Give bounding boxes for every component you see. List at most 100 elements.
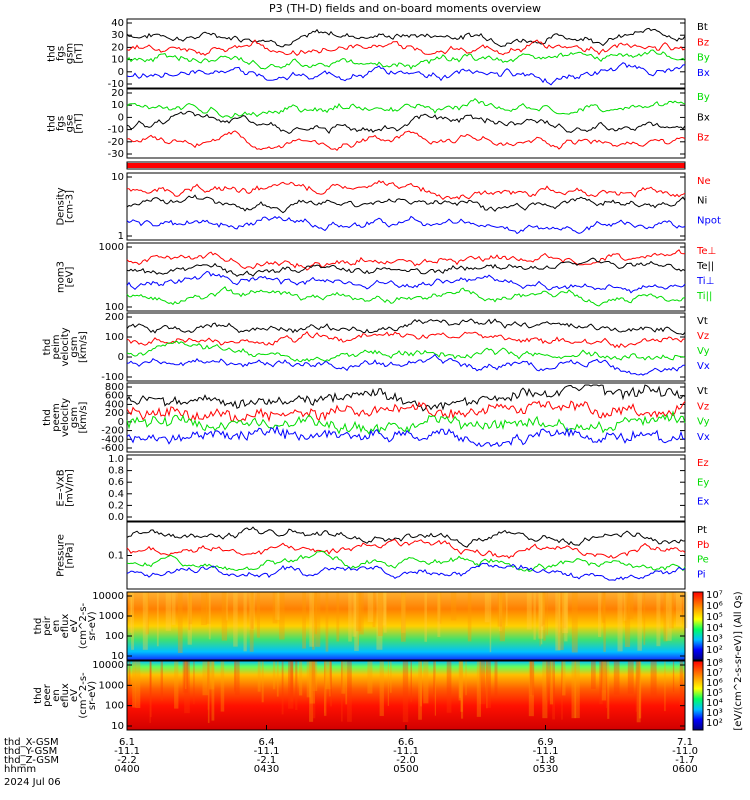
series-line-By (126, 97, 686, 119)
spectrogram-streak (533, 592, 536, 640)
spectrogram-streak (628, 592, 634, 620)
spectrogram-streak (562, 661, 566, 696)
spectrogram-streak (281, 661, 284, 715)
ephem-value: -11.1 (393, 746, 419, 757)
y-axis-label: Density (56, 187, 67, 225)
legend-Vy: Vy (697, 417, 710, 428)
ephem-value: -1.8 (536, 755, 556, 766)
spectrogram-streak (201, 592, 207, 626)
series-line-Pi (126, 562, 686, 581)
spectrogram-streak (461, 661, 464, 719)
spectrogram-streak (574, 661, 580, 719)
legend-Vx: Vx (697, 361, 710, 372)
spectrogram-streak (450, 592, 457, 621)
spectrogram-streak (679, 661, 684, 706)
legend-Bt: Bt (697, 22, 708, 33)
spectrogram-streak (145, 592, 149, 635)
spectrogram-streak (329, 661, 332, 707)
spectrogram-streak (131, 592, 134, 650)
y-tick-label: 100 (105, 631, 124, 642)
spectrogram-streak (383, 592, 387, 633)
ephem-value: -2.1 (257, 755, 277, 766)
spectrogram-streak (564, 592, 568, 642)
spectrogram-streak (599, 661, 603, 705)
spectrogram-streak (605, 661, 608, 709)
series-line-Vt (126, 318, 686, 336)
spectrogram-streak (225, 592, 228, 621)
panel-frame (126, 454, 686, 522)
ephem-value: 6.9 (538, 737, 554, 748)
spectrogram-streak (233, 592, 238, 647)
spectrogram-streak (638, 661, 642, 719)
spectrogram-streak (128, 661, 131, 704)
spectrogram-streak (486, 661, 488, 709)
spectrogram-streak (489, 592, 492, 653)
spectrogram-streak (211, 661, 215, 721)
spectrogram-streak (552, 661, 555, 720)
colorbar-tick: 10⁶ (706, 601, 723, 612)
series-line-Vz (126, 400, 686, 423)
legend-Ne: Ne (697, 176, 711, 187)
y-tick-label: -10 (108, 125, 124, 136)
y-tick-label: 30 (111, 30, 124, 41)
y-axis-label: [mV/m] (65, 469, 76, 507)
spectrogram-streak (315, 592, 321, 647)
series-line-Vt (126, 384, 686, 412)
spectrogram-streak (336, 592, 340, 642)
spectrogram-streak (479, 661, 486, 705)
y-axis-label: E=-VxB (56, 469, 67, 506)
spectrogram-streak (311, 661, 316, 719)
y-tick-label: 1.0 (108, 454, 124, 465)
state-bar-frame (126, 161, 686, 170)
colorbar-tick: 10⁶ (706, 678, 723, 689)
spectrogram-streak (193, 661, 195, 705)
spectrogram-streak (663, 592, 668, 642)
series-line-By (126, 49, 686, 70)
series-line-Te|| (126, 257, 686, 277)
spectrogram-streak (276, 661, 279, 697)
spectrogram-streak (208, 661, 215, 690)
spectrogram-streak (571, 592, 578, 653)
spectrogram-streak (142, 592, 148, 650)
spectrogram-streak (352, 592, 357, 637)
legend-Vz: Vz (697, 331, 709, 342)
spectrogram-streak (602, 592, 605, 623)
ephem-row-label: hhmm (4, 764, 36, 775)
y-axis-label: [cm-3] (65, 190, 76, 223)
spectrogram-streak (356, 592, 362, 632)
spectrogram-streak (382, 592, 386, 626)
spectrogram-streak (433, 661, 436, 696)
y-tick-label: -30 (108, 149, 124, 160)
date-label: 2024 Jul 06 (4, 777, 61, 788)
y-axis-label: eflux (60, 614, 71, 639)
ephem-value: -11.1 (533, 746, 559, 757)
legend-Ex: Ex (697, 497, 709, 508)
spectrogram-streak (149, 661, 152, 718)
y-tick-label: 800 (105, 382, 124, 393)
ephem-value: 0500 (393, 764, 418, 775)
legend-Vx: Vx (697, 432, 710, 443)
spectrogram-streak (505, 592, 508, 626)
colorbar-tick: 10² (706, 718, 723, 729)
spectrogram-streak (309, 661, 314, 722)
legend-Bx: Bx (697, 112, 710, 123)
spectrogram-streak (613, 661, 620, 695)
ephem-value: 7.1 (677, 737, 693, 748)
spectrogram-streak (549, 661, 554, 705)
ephem-value: -11.1 (114, 746, 140, 757)
spectrogram-streak (387, 661, 389, 706)
series-line-Bz (126, 39, 686, 56)
ephem-value: 0600 (672, 764, 697, 775)
legend-Vy: Vy (697, 346, 710, 357)
spectrogram-streak (540, 592, 543, 645)
spectrogram-streak (617, 592, 623, 652)
spectrogram-streak (668, 592, 674, 629)
colorbar-tick: 10⁴ (706, 623, 723, 634)
spectrogram-streak (367, 661, 373, 694)
spectrogram-streak (598, 592, 602, 637)
spectrogram-streak (557, 592, 564, 651)
series-line-Ti|| (126, 286, 686, 307)
spectrogram-streak (234, 661, 240, 696)
spectrogram-streak (184, 661, 190, 714)
colorbar-ion (692, 591, 704, 661)
